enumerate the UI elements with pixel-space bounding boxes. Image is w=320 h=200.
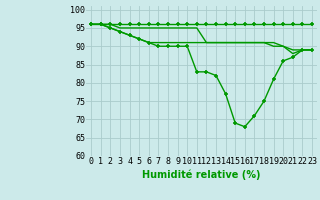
X-axis label: Humidité relative (%): Humidité relative (%) xyxy=(142,169,261,180)
